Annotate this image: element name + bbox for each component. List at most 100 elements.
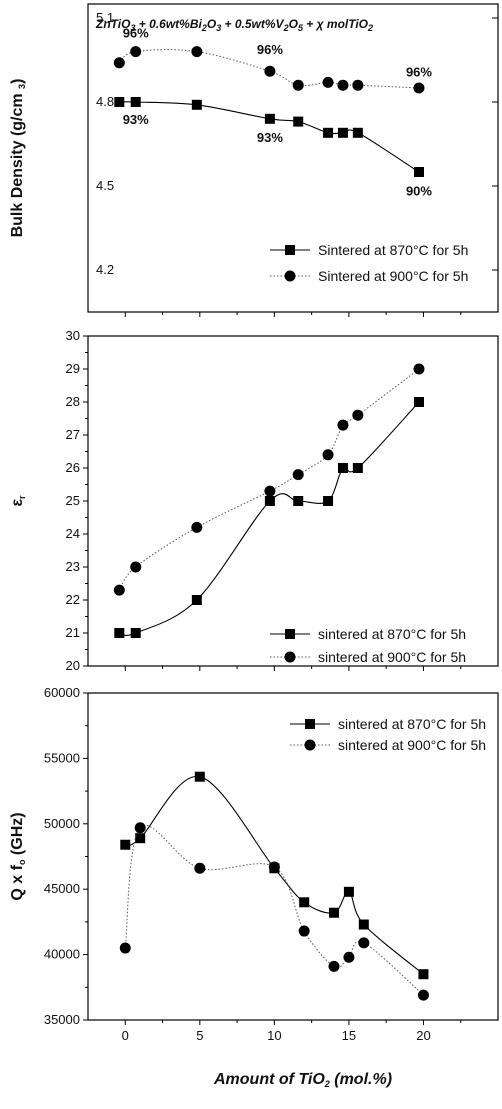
data-point-circle <box>292 469 304 481</box>
data-point-square <box>194 771 205 782</box>
legend-label: sintered at 870°C for 5h <box>338 716 486 732</box>
data-point-square <box>413 397 424 407</box>
y-axis-label: εr <box>9 495 27 507</box>
y-tick-label: 24 <box>66 526 80 541</box>
plot-frame <box>87 3 499 313</box>
data-point-circle <box>352 409 364 421</box>
percent-annotation: 90% <box>406 184 432 199</box>
data-point-circle <box>113 57 125 69</box>
percent-annotation: 96% <box>257 42 283 57</box>
chart-panel-3: 35000 40000 45000 50000 55000 60000 0 5 10 15 20 Q … <box>9 685 499 1089</box>
data-point-circle <box>191 46 203 58</box>
data-point-square <box>293 496 304 506</box>
y-tick-label: 40000 <box>44 947 80 962</box>
data-point-square <box>323 496 334 506</box>
data-point-square <box>264 113 275 124</box>
x-tick-label: 15 <box>342 1028 356 1043</box>
y-tick-label: 55000 <box>44 750 80 765</box>
data-point-circle <box>268 861 280 873</box>
y-tick-label: 29 <box>66 361 80 376</box>
data-point-circle <box>413 82 425 94</box>
data-point-circle <box>191 521 203 533</box>
y-tick-label: 27 <box>66 427 80 442</box>
chart-title: ZnTiO3 + 0.6wt%Bi2O3 + 0.5wt%V2O5 + χ mo… <box>95 17 373 33</box>
data-point-square <box>352 463 363 473</box>
plot-frame <box>87 335 499 667</box>
x-tick-label: 5 <box>196 1028 203 1043</box>
y-tick-label: 28 <box>66 394 80 409</box>
legend-label: sintered at 870°C for 5h <box>318 626 466 642</box>
y-tick-label: 23 <box>66 559 80 574</box>
data-point-circle <box>130 561 142 573</box>
data-point-square <box>120 839 131 850</box>
percent-annotation: 93% <box>123 112 149 127</box>
data-point-square <box>358 919 369 930</box>
data-point-circle <box>322 449 334 461</box>
data-point-circle <box>343 951 355 963</box>
x-tick-label: 0 <box>122 1028 129 1043</box>
y-tick-label: 25 <box>66 493 80 508</box>
data-point-square <box>329 907 339 918</box>
y-tick-label: 4.2 <box>96 262 114 277</box>
y-tick-label: 5.1 <box>96 10 114 25</box>
data-point-circle <box>417 989 429 1001</box>
data-point-circle <box>322 76 334 88</box>
x-axis-label: Amount of TiO2 (mol.%) <box>213 1071 392 1089</box>
data-point-circle <box>328 960 340 972</box>
data-point-square <box>352 127 363 138</box>
data-point-circle <box>292 79 304 91</box>
legend-square-marker <box>305 719 315 729</box>
y-axis-label: Bulk Density (g/cm 3) <box>9 79 27 238</box>
data-point-circle <box>337 79 349 91</box>
data-point-square <box>343 886 354 897</box>
data-point-square <box>413 167 424 177</box>
data-point-square <box>114 97 125 107</box>
y-tick-label: 45000 <box>44 881 80 896</box>
data-point-square <box>135 833 146 844</box>
percent-annotation: 93% <box>257 130 283 145</box>
y-tick-label: 4.5 <box>96 178 114 193</box>
data-point-circle <box>130 46 142 58</box>
data-point-square <box>191 99 202 110</box>
legend-label: sintered at 900°C for 5h <box>318 649 466 665</box>
legend-circle-marker <box>284 270 296 282</box>
x-tick-label: 10 <box>267 1028 281 1043</box>
series-line-2 <box>124 824 424 996</box>
percent-annotation: 96% <box>406 65 432 80</box>
percent-annotation: 96% <box>123 25 149 40</box>
data-point-circle <box>352 79 364 91</box>
y-tick-label: 20 <box>66 658 80 673</box>
y-tick-label: 21 <box>66 625 80 640</box>
data-point-square <box>293 116 304 127</box>
data-point-square <box>337 463 348 473</box>
legend-circle-marker <box>284 651 296 663</box>
data-point-circle <box>134 822 146 834</box>
data-point-circle <box>337 419 349 431</box>
y-axis-label: Q x fo (GHz) <box>9 812 27 900</box>
data-point-circle <box>119 942 131 954</box>
y-tick-label: 30 <box>66 328 80 343</box>
series-line-1 <box>125 776 424 975</box>
data-point-square <box>130 628 141 638</box>
data-point-circle <box>413 363 425 375</box>
data-point-circle <box>358 937 370 949</box>
chart-panel-2: 20 21 22 23 24 25 26 27 28 29 30 εr sintered at 870°… <box>9 328 499 673</box>
y-tick-label: 35000 <box>44 1012 80 1027</box>
legend-square-marker <box>285 245 295 255</box>
y-tick-label: 50000 <box>44 816 80 831</box>
data-point-circle <box>264 65 276 77</box>
y-tick-label: 26 <box>66 460 80 475</box>
legend-square-marker <box>285 629 295 639</box>
data-point-square <box>337 127 348 138</box>
data-point-circle <box>113 584 125 596</box>
y-tick-label: 4.8 <box>96 94 114 109</box>
chart-panel-1: 4.2 4.5 4.8 5.1 96% 93% 96% 93% 96% 90% ZnTiO3 + 0… <box>9 3 499 317</box>
series-line-1 <box>119 401 420 636</box>
legend-label: sintered at 900°C for 5h <box>338 737 486 753</box>
data-point-square <box>418 969 429 980</box>
legend-label: Sintered at 870°C for 5h <box>318 242 468 258</box>
data-point-square <box>299 897 310 908</box>
legend-circle-marker <box>304 739 316 751</box>
y-tick-label: 60000 <box>44 685 80 700</box>
